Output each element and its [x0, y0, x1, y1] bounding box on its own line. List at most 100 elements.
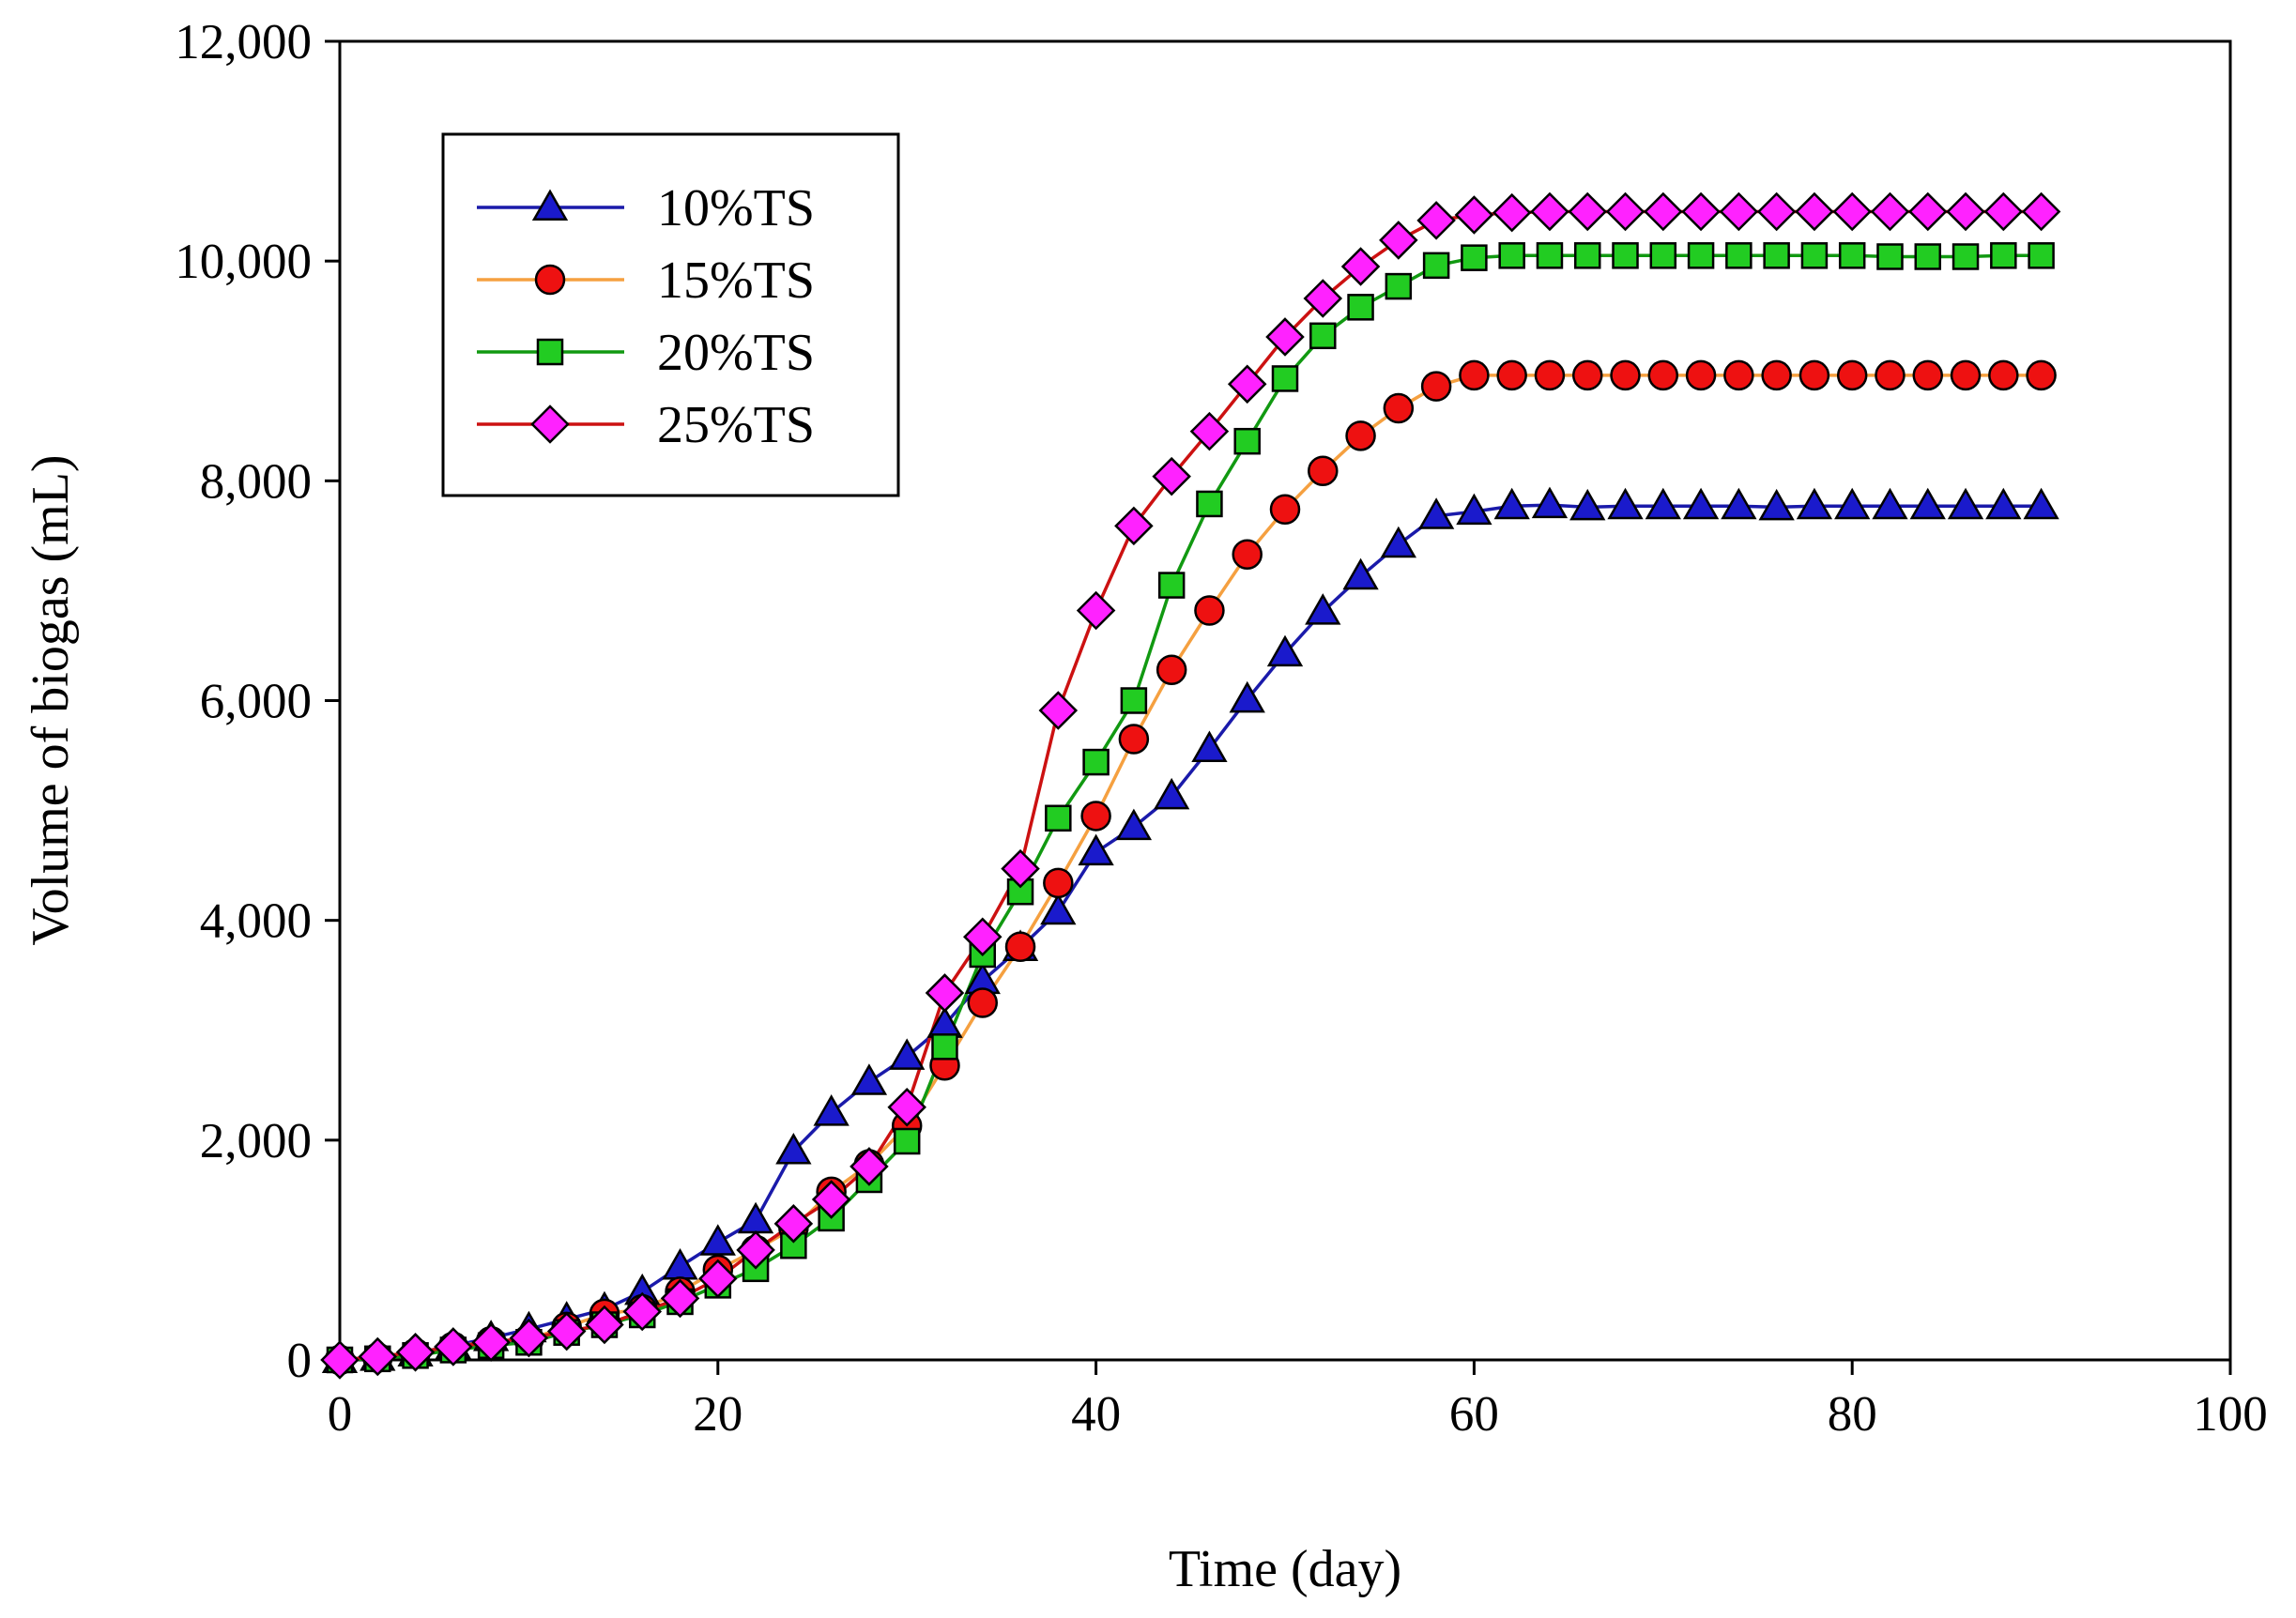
data-point: [1120, 687, 1148, 714]
data-point: [1571, 359, 1603, 391]
legend-item: 20%TS: [477, 324, 815, 382]
y-tick-label: 8,000: [200, 454, 312, 509]
data-point: [1983, 191, 2024, 232]
data-point: [1115, 808, 1153, 841]
data-point: [1420, 371, 1452, 402]
data-point: [1990, 242, 2017, 269]
x-tick-label: 20: [693, 1387, 742, 1442]
data-point: [850, 1147, 889, 1186]
legend-label: 20%TS: [657, 324, 815, 382]
data-point: [1114, 506, 1154, 546]
data-point: [1189, 411, 1230, 451]
data-point: [358, 1336, 398, 1377]
data-point: [1269, 494, 1301, 526]
data-point: [1232, 539, 1263, 571]
legend-marker: [536, 338, 564, 366]
data-point: [1383, 392, 1415, 424]
data-point: [1076, 590, 1116, 631]
data-point: [1568, 191, 1608, 232]
data-point: [1347, 294, 1374, 321]
data-point: [1493, 487, 1530, 520]
data-point: [1118, 724, 1150, 755]
data-point: [1832, 191, 1872, 232]
data-point: [1194, 595, 1225, 626]
data-point: [1761, 359, 1792, 391]
data-point: [699, 1224, 736, 1256]
data-point: [1682, 487, 1720, 520]
data-point: [1416, 201, 1456, 240]
data-point: [1534, 359, 1566, 391]
data-point: [1340, 247, 1381, 286]
data-point: [1342, 557, 1379, 590]
data-point: [1644, 191, 1683, 232]
data-point: [1950, 359, 1982, 391]
x-tick-label: 0: [328, 1387, 353, 1442]
data-point: [850, 1063, 888, 1095]
data-point: [1156, 654, 1187, 685]
data-point: [1607, 487, 1644, 520]
data-point: [962, 917, 1003, 956]
data-point: [1756, 191, 1797, 232]
data-point: [931, 1033, 958, 1061]
data-point: [1721, 487, 1757, 520]
data-point: [1157, 572, 1186, 599]
data-point: [1645, 487, 1681, 520]
data-point: [1265, 317, 1305, 357]
data-point: [1605, 191, 1645, 232]
data-point: [1719, 191, 1759, 232]
y-tick-label: 2,000: [200, 1114, 312, 1168]
data-point: [1687, 242, 1715, 269]
data-point: [1152, 456, 1191, 496]
y-tick-label: 4,000: [200, 894, 312, 949]
data-point: [1723, 359, 1754, 391]
data-point: [1907, 191, 1948, 232]
legend-item: 25%TS: [477, 396, 815, 454]
data-point: [320, 1340, 360, 1380]
data-point: [2023, 487, 2059, 520]
data-point: [1912, 359, 1944, 391]
y-tick-label: 12,000: [175, 15, 312, 69]
data-point: [736, 1230, 775, 1270]
legend: 10%TS 15%TS 20%TS 25%TS: [441, 132, 900, 497]
data-point: [1154, 777, 1190, 810]
legend-item: 10%TS: [477, 179, 815, 237]
data-point: [1498, 242, 1525, 269]
data-point: [2026, 359, 2057, 391]
data-point: [2028, 242, 2055, 269]
data-point: [1004, 931, 1036, 963]
series-markers: [320, 191, 2061, 1380]
data-point: [1492, 192, 1532, 233]
data-point: [1610, 359, 1641, 391]
data-point: [1385, 272, 1413, 300]
data-point: [1380, 526, 1416, 558]
data-point: [1379, 221, 1418, 260]
data-point: [1271, 365, 1299, 392]
data-point: [1345, 420, 1376, 451]
data-point: [1834, 487, 1871, 520]
data-point: [395, 1333, 436, 1372]
data-point: [434, 1327, 473, 1366]
data-point: [1496, 359, 1527, 391]
data-point: [1758, 488, 1795, 521]
data-point: [737, 1201, 774, 1234]
series-markers-25%TS: [320, 191, 2061, 1380]
legend-marker: [534, 264, 566, 296]
data-point: [1914, 243, 1942, 270]
data-point: [1681, 191, 1721, 232]
data-point: [1725, 242, 1753, 269]
x-tick-label: 100: [2193, 1387, 2268, 1442]
data-point: [811, 1180, 851, 1219]
data-point: [1461, 244, 1488, 271]
data-point: [1947, 487, 1984, 520]
data-point: [893, 1127, 921, 1155]
y-tick-label: 10,000: [175, 235, 312, 289]
y-tick-labels: 0 2,000 4,000 6,000 8,000 10,000 12,000: [175, 15, 312, 1388]
data-point: [1191, 730, 1228, 763]
data-point: [1569, 488, 1606, 521]
data-point: [1647, 359, 1679, 391]
data-point: [1045, 804, 1072, 832]
data-point: [1649, 242, 1677, 269]
y-tick-label: 0: [287, 1334, 313, 1388]
y-axis-title: Volume of biogas (mL): [22, 454, 80, 945]
